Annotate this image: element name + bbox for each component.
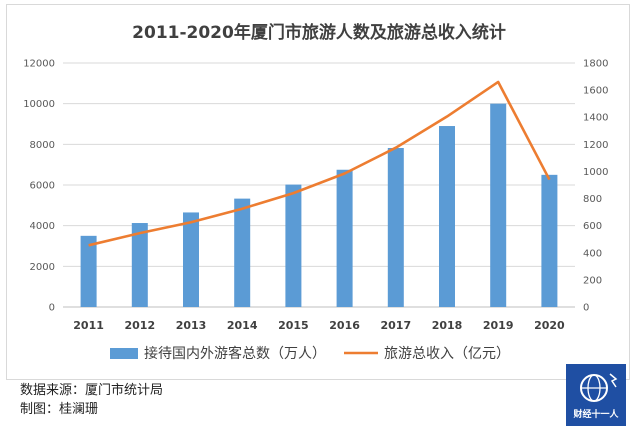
bar-series (80, 103, 558, 308)
bar (285, 184, 302, 307)
x-tick-label: 2020 (534, 319, 565, 332)
y-right-tick-label: 200 (583, 275, 602, 286)
legend-line-label: 旅游总收入（亿元） (384, 346, 510, 362)
y-left-tick-label: 8000 (30, 140, 55, 151)
bar (387, 147, 404, 307)
y-left-tick-label: 10000 (23, 99, 55, 110)
y-right-tick-label: 400 (583, 248, 602, 259)
legend: 接待国内外游客总数（万人） 旅游总收入（亿元） (110, 345, 510, 362)
bar (490, 103, 507, 308)
x-axis-ticks: 2011 2012 2013 2014 2015 2016 2017 2018 2019 2020 (73, 319, 565, 332)
y-left-tick-label: 4000 (30, 221, 55, 232)
x-tick-label: 2016 (329, 319, 360, 332)
x-tick-label: 2014 (227, 319, 258, 332)
x-tick-label: 2019 (483, 319, 514, 332)
chart-frame: 2011-2020年厦门市旅游人数及旅游总收入统计 0 2000 4000 6000 8… (6, 4, 630, 380)
x-tick-label: 2012 (124, 319, 155, 332)
x-tick-label: 2013 (176, 319, 207, 332)
y-right-tick-label: 800 (583, 194, 602, 205)
y-right-tick-label: 1800 (583, 59, 608, 70)
y-left-tick-label: 12000 (23, 59, 55, 70)
legend-bar-label: 接待国内外游客总数（万人） (144, 345, 326, 362)
y-axis-left-ticks: 0 2000 4000 6000 8000 10000 12000 (23, 59, 55, 314)
source-note: 数据来源：厦门市统计局 (20, 383, 164, 398)
y-right-tick-label: 1000 (583, 167, 608, 178)
chart-title: 2011-2020年厦门市旅游人数及旅游总收入统计 (132, 22, 506, 43)
x-tick-label: 2018 (432, 319, 463, 332)
brand-logo: 财经十一人 (566, 364, 626, 426)
x-tick-label: 2015 (278, 319, 309, 332)
y-right-tick-label: 1600 (583, 86, 608, 97)
y-left-tick-label: 6000 (30, 181, 55, 192)
bar (80, 235, 97, 307)
gridlines (63, 62, 575, 308)
y-axis-right-ticks: 0 200 400 600 800 1000 1200 1400 1600 1800 (583, 59, 608, 314)
bar (131, 223, 148, 307)
bar (183, 212, 199, 307)
bar (439, 126, 455, 308)
brand-name: 财经十一人 (573, 410, 619, 420)
globe-icon (580, 373, 618, 402)
y-left-tick-label: 0 (49, 303, 55, 314)
chart-svg: 2011-2020年厦门市旅游人数及旅游总收入统计 02000400060008… (23, 22, 608, 362)
y-right-tick-label: 1200 (583, 140, 608, 151)
author-note: 制图：桂澜珊 (20, 402, 99, 417)
revenue-line (88, 80, 551, 247)
bar (234, 198, 251, 307)
legend-bar-swatch (110, 348, 138, 359)
x-tick-label: 2011 (73, 319, 104, 332)
bar (336, 169, 353, 307)
line-series (88, 80, 551, 247)
y-right-tick-label: 1400 (583, 113, 608, 124)
y-right-tick-label: 600 (583, 221, 602, 232)
x-tick-label: 2017 (380, 319, 411, 332)
bar (541, 174, 558, 307)
y-left-tick-label: 2000 (30, 262, 55, 273)
y-right-tick-label: 0 (583, 303, 589, 314)
